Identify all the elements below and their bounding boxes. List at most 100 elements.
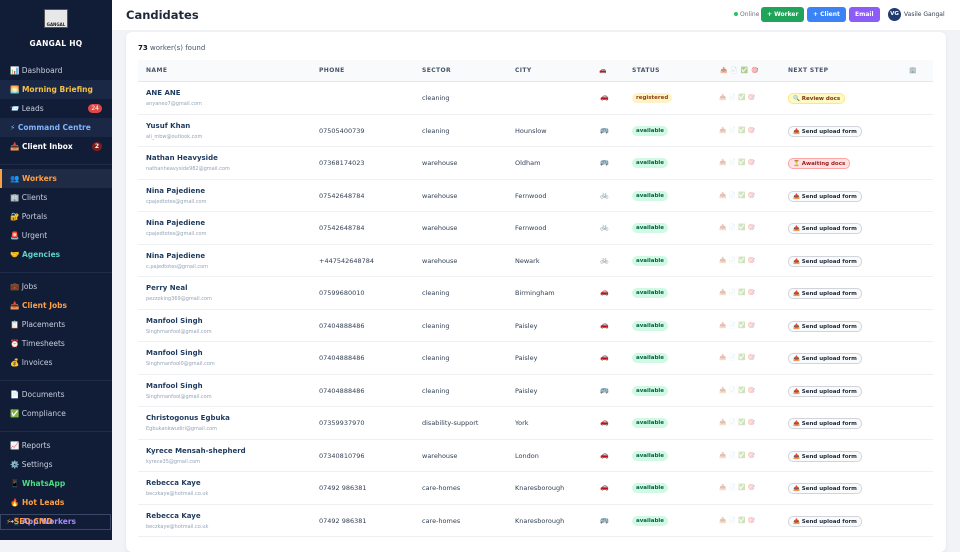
doc-icon: 📤 [719, 419, 729, 426]
doc-icons: 📤📄✅🎯 [719, 289, 757, 296]
user-name: Vasile Gangal [904, 11, 945, 18]
column-header: CITY [515, 67, 532, 74]
next-step[interactable]: 📤 Send upload form [788, 353, 862, 364]
doc-icon: 🎯 [747, 289, 757, 296]
city: Knaresborough [515, 484, 565, 492]
phone: 07404888486 [319, 354, 365, 362]
nav-item[interactable]: ⚙️ Settings [10, 460, 53, 469]
nav-item[interactable]: 📨 Leads 24 [0, 99, 112, 118]
city: Oldham [515, 159, 541, 167]
table-row[interactable]: Christogonus Egbuka Egbukankwudiri@gmail.… [138, 407, 933, 440]
nav-item[interactable]: 📄 Documents [10, 390, 65, 399]
worker-email: Singhmanfool0@gmail.com [146, 361, 215, 367]
nav-item[interactable]: 👥 Workers [0, 169, 112, 188]
doc-icon: ✅ [737, 289, 748, 296]
button[interactable]: Email [849, 7, 880, 22]
city: Hounslow [515, 126, 547, 135]
table-row[interactable]: Nina Pajediene cpajedtotes@gmail.com 07542… [138, 180, 933, 212]
doc-icon: 📤 [719, 451, 729, 459]
column-header: 🏢 [909, 67, 917, 74]
worker-email: Singhmanfool@gmail.com [146, 393, 212, 400]
topbar: Candidates Online + Worker + Client Email … [112, 0, 960, 30]
doc-icon: 🎯 [747, 94, 757, 101]
nav-item[interactable]: ⚡ SEO CMD [0, 514, 111, 530]
sector: warehouse [422, 256, 458, 265]
doc-icon: ✅ [737, 94, 748, 101]
doc-icon: ✅ [737, 126, 748, 134]
nav-item[interactable]: 📥 Client Jobs [10, 301, 67, 310]
nav-item[interactable]: 🌅 Morning Briefing [0, 80, 112, 99]
nav-item[interactable]: 📋 Placements [10, 320, 66, 329]
sector: cleaning [422, 94, 450, 102]
column-header: 🚗 [599, 67, 607, 74]
nav-item[interactable]: 📱 WhatsApp [10, 479, 66, 488]
doc-icon: 🎯 [747, 126, 757, 134]
column-header: PHONE [319, 67, 345, 74]
next-step[interactable]: 📤 Send upload form [788, 450, 862, 462]
phone: 07492 986381 [319, 516, 367, 525]
button[interactable]: + Client [807, 7, 846, 22]
nav-item[interactable]: 🏢 Clients [10, 193, 48, 202]
nav-item[interactable]: 🚨 Urgent [10, 231, 48, 240]
table-row[interactable]: Manfool Singh Singhmanfool@gmail.com 07404… [138, 375, 933, 407]
nav-item[interactable]: ✅ Compliance [10, 409, 66, 418]
nav-item[interactable]: 🤝 Agencies [10, 250, 61, 259]
table-row[interactable]: Nina Pajediene cpajedtotes@gmail.com 07542… [138, 212, 933, 245]
badge: 24 [88, 104, 102, 113]
city: Paisley [515, 354, 538, 362]
table-row[interactable]: Manfool Singh Singhmanfool0@gmail.com 0740… [138, 342, 933, 375]
table-row[interactable]: Yusuf Khan ali_mbw@outlook.com 07505400739… [138, 115, 933, 147]
worker-email: pezzoking369@gmail.com [146, 296, 212, 302]
next-step[interactable]: 🔍 Review docs [788, 93, 846, 104]
next-step[interactable]: 📤 Send upload form [788, 125, 862, 137]
nav-item[interactable]: 💰 Invoices [10, 358, 53, 367]
nav-item[interactable]: 📥 Client Inbox 2 [0, 137, 112, 156]
avatar[interactable]: VG [888, 8, 901, 21]
table-row[interactable]: ANE ANE anyaneo7@gmail.com cleaning 🚗 regist… [138, 82, 933, 115]
table-row[interactable]: Perry Neal pezzoking369@gmail.com 07599680… [138, 277, 933, 310]
doc-icon: 🎯 [747, 256, 757, 264]
table-row[interactable]: Rebecca Kaye beczkaye@hotmail.co.uk 07492 … [138, 505, 933, 537]
next-step[interactable]: 📤 Send upload form [788, 223, 862, 234]
table-row[interactable]: Kyrece Mensah-shepherd kyrece35@gmail.com… [138, 440, 933, 472]
transport: 🚗 [600, 418, 609, 426]
next-step[interactable]: 📤 Send upload form [788, 288, 862, 299]
doc-icons: 📤📄✅🎯 [719, 354, 757, 361]
nav-item[interactable]: ⏰ Timesheets [10, 339, 65, 348]
next-step[interactable]: 📤 Send upload form [788, 483, 862, 494]
phone: +447542648784 [319, 256, 375, 265]
nav-item[interactable]: 🔐 Portals [10, 212, 48, 221]
doc-icon: 📄 [728, 321, 738, 329]
button[interactable]: + Worker [761, 7, 805, 22]
doc-icon: 🎯 [747, 159, 757, 166]
nav-item[interactable]: 🔥 Hot Leads [10, 498, 65, 507]
next-step[interactable]: 📤 Send upload form [788, 385, 862, 397]
next-step[interactable]: 📤 Send upload form [788, 255, 862, 267]
nav-item[interactable]: 💼 Jobs [10, 282, 38, 291]
logo: GANGAL [44, 9, 68, 28]
doc-icon: 📤 [719, 191, 729, 199]
doc-icon: 📄 [728, 354, 738, 361]
nav-item[interactable]: 📈 Reports [10, 441, 51, 450]
table-row[interactable]: Rebecca Kaye beczkaye@hotmail.co.uk 07492 … [138, 472, 933, 505]
worker-name: Yusuf Khan [146, 121, 191, 130]
table-row[interactable]: Nina Pajediene c.pajedtotes@gmail.com +447… [138, 245, 933, 277]
doc-icon: ✅ [737, 419, 748, 426]
doc-icon: 📤 [719, 386, 729, 394]
nav-item[interactable]: ⚡ Command Centre [0, 118, 112, 137]
table-row[interactable]: Manfool Singh Singhmanfool@gmail.com 07404… [138, 310, 933, 342]
doc-icon: ✅ [737, 159, 748, 166]
doc-icon: ✅ [737, 256, 748, 264]
next-step[interactable]: 📤 Send upload form [788, 515, 862, 527]
table-row[interactable]: Nathan Heavyside nathanheavyside982@gmail… [138, 147, 933, 180]
doc-icon: 📄 [728, 451, 738, 459]
next-step[interactable]: ⏳ Awaiting docs [788, 158, 851, 169]
doc-icon: 📄 [728, 289, 738, 296]
doc-icon: 🎯 [747, 451, 757, 459]
next-step[interactable]: 📤 Send upload form [788, 190, 862, 202]
nav-item[interactable]: 📊 Dashboard [10, 66, 63, 75]
next-step[interactable]: 📤 Send upload form [788, 418, 862, 429]
nav-item[interactable]: 📲 App Workers [10, 517, 76, 526]
status-badge: registered [632, 93, 673, 103]
next-step[interactable]: 📤 Send upload form [788, 320, 862, 332]
